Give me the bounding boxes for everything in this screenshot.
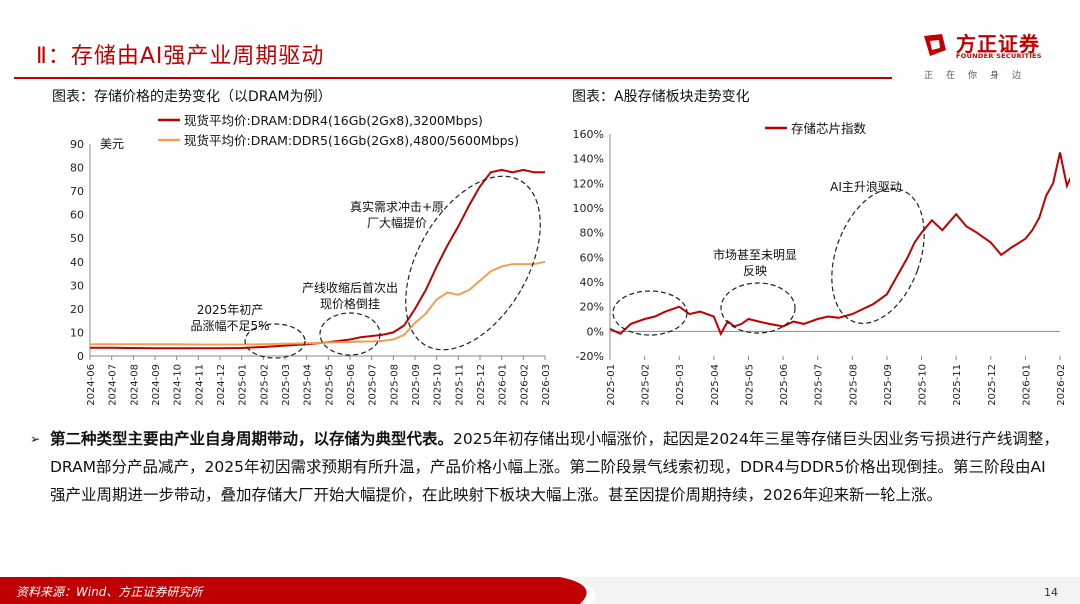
logo-slogan: 正在你身边 [924,71,1035,81]
x-tick-label: 2024-09 [151,364,162,406]
y-tick-label: 20 [70,303,84,316]
y-tick-label: 20% [580,301,604,314]
annotation-text: 现价格倒挂 [320,296,380,311]
x-tick-label: 2026-01 [498,364,509,406]
dram-price-chart: 0 10 20 30 40 50 60 70 80 90 2024-06 2024-07 2024-08… [70,113,552,406]
y-tick-label: 160% [573,128,604,141]
x-tick-label: 2025-11 [952,364,963,406]
logo-name-en: FOUNDER SECURITIES [956,52,1042,60]
y-tick-label: 40% [580,276,604,289]
x-tick-label: 2025-05 [744,364,755,406]
y-tick-label: 140% [573,153,604,166]
annotation-text: 厂大幅提价 [367,215,427,230]
x-tick-label: 2025-03 [281,364,292,406]
y-tick-label: 90 [70,138,84,151]
y-tick-label: 120% [573,177,604,190]
x-tick-label: 2025-08 [848,364,859,406]
x-tick-label: 2025-12 [987,364,998,406]
y-tick-label: 60% [580,251,604,264]
series-line-2 [90,260,546,346]
left-chart-caption: 图表：存储价格的走势变化（以DRAM为例） [52,89,332,105]
y-tick-label: 0 [77,350,84,363]
annotation-ellipse [612,290,688,336]
x-tick-label: 2026-03 [541,364,552,406]
legend-label: 现货平均价:DRAM:DDR5(16Gb(2Gx8),4800/5600Mbps… [184,133,519,148]
title-divider [14,77,892,79]
annotation-ellipse [244,323,306,359]
x-tick-label: 2025-01 [238,364,249,406]
annotation-text: 反映 [743,264,767,278]
x-tick-label: 2025-06 [346,364,357,406]
x-tick-label: 2025-12 [476,364,487,406]
x-tick-label: 2025-11 [454,364,465,406]
annotation-ellipse [319,312,381,356]
annotation-text: 品涨幅不足5% [190,318,269,333]
y-tick-label: -20% [576,350,604,363]
y-tick-label: 100% [573,202,604,215]
x-tick-label: 2025-02 [259,364,270,406]
series-line-1 [609,152,1070,337]
x-tick-label: 2025-04 [710,364,721,406]
x-tick-label: 2025-10 [918,364,929,406]
bullet-arrow-icon: ➢ [30,432,41,446]
x-tick-label: 2025-09 [411,364,422,406]
annotation-ellipse [831,188,925,324]
annotation-text: 产线收缩后首次出 [302,280,398,295]
y-tick-label: 10 [70,326,84,339]
x-tick-label: 2025-04 [303,364,314,406]
x-tick-label: 2025-06 [779,364,790,406]
y-tick-label: 50 [70,232,84,245]
y-tick-label: 0% [587,325,604,338]
x-tick-label: 2025-02 [641,364,652,406]
x-tick-label: 2025-09 [883,364,894,406]
founder-logo-icon [924,34,946,56]
x-tick-label: 2025-07 [368,364,379,406]
annotation-text: 市场甚至未明显 [713,247,797,262]
x-tick-label: 2026-02 [519,364,530,406]
company-logo: 方正证券 FOUNDER SECURITIES 正在你身边 [918,28,1068,81]
annotation-text: 2025年初产 [197,303,264,317]
x-tick-label: 2024-11 [194,364,205,406]
annotation-ellipse [720,282,796,334]
summary-text: 2025年初存储出现小幅涨价，起因是2024年三星等存储巨头因业务亏损进行产线调… [50,430,1059,504]
x-tick-label: 2024-06 [86,364,97,406]
y-tick-label: 30 [70,279,84,292]
summary-paragraph: ➢ 第二种类型主要由产业自身周期带动，以存储为典型代表。2025年初存储出现小幅… [30,425,1060,509]
x-tick-label: 2024-08 [129,364,140,406]
y-tick-label: 40 [70,256,84,269]
x-tick-label: 2025-07 [814,364,825,406]
x-tick-label: 2024-12 [216,364,227,406]
y-tick-label: 60 [70,209,84,222]
x-tick-label: 2025-10 [433,364,444,406]
y-tick-label: 80 [70,162,84,175]
source-note: 资料来源：Wind、方正证券研究所 [16,585,203,599]
logo-name-cn: 方正证券 [956,32,1040,56]
storage-index-chart: -20% 0% 20% 40% 60% 80% 100% 120% 140% 160% 2025-0… [573,121,1070,406]
page-number: 14 [1044,586,1058,599]
annotation-ellipse [405,175,541,351]
x-tick-label: 2024-10 [173,364,184,406]
right-chart-caption: 图表：A股存储板块走势变化 [572,89,750,105]
footer-bar: 资料来源：Wind、方正证券研究所 14 [0,577,1080,604]
x-tick-label: 2026-02 [1056,364,1067,406]
page-title: Ⅱ：存储由AI强产业周期驱动 [36,44,325,69]
x-tick-label: 2024-07 [108,364,119,406]
x-tick-label: 2026-01 [1021,364,1032,406]
y-tick-label: 70 [70,185,84,198]
footer-band [0,577,1080,604]
summary-lead: 第二种类型主要由产业自身周期带动，以存储为典型代表。 [50,430,454,448]
y-axis-unit: 美元 [100,137,124,151]
x-tick-label: 2025-03 [675,364,686,406]
x-tick-label: 2025-05 [324,364,335,406]
legend-label: 现货平均价:DRAM:DDR4(16Gb(2Gx8),3200Mbps) [184,113,483,128]
y-tick-label: 80% [580,227,604,240]
legend-label: 存储芯片指数 [791,121,867,136]
annotation-text: 真实需求冲击+原 [350,199,444,214]
x-tick-label: 2025-08 [389,364,400,406]
x-tick-label: 2025-01 [606,364,617,406]
series-line-1 [90,168,545,350]
annotation-text: AI主升浪驱动 [830,179,902,194]
